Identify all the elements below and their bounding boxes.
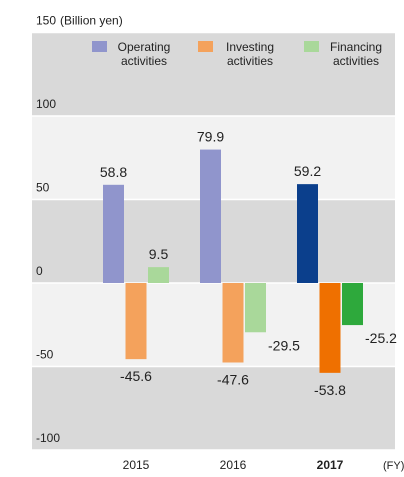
value-label: -45.6 xyxy=(120,368,152,384)
legend-label: Operating activities xyxy=(117,40,171,68)
y-tick-label: -50 xyxy=(36,348,54,362)
band xyxy=(32,283,395,367)
value-label: 9.5 xyxy=(149,246,169,262)
bar xyxy=(103,184,124,283)
legend-swatch xyxy=(92,41,107,52)
value-label: 58.8 xyxy=(100,164,127,180)
bar xyxy=(125,283,147,360)
legend-label: Investing activities xyxy=(225,40,275,68)
bar xyxy=(297,184,318,283)
bar xyxy=(319,283,341,373)
bar xyxy=(342,283,363,326)
y-tick-label: 0 xyxy=(36,264,43,278)
y-tick-label: -100 xyxy=(36,431,60,445)
legend-swatch xyxy=(198,41,213,52)
x-axis-label: (FY) xyxy=(383,460,404,472)
bar xyxy=(200,149,221,283)
bar xyxy=(222,283,244,363)
legend-swatch xyxy=(304,41,319,52)
y-axis-label: (Billion yen) xyxy=(60,14,123,28)
band xyxy=(32,366,395,450)
bar xyxy=(148,267,169,283)
x-tick-label: 2017 xyxy=(317,458,344,472)
value-label: -53.8 xyxy=(314,382,346,398)
x-tick-label: 2016 xyxy=(220,458,247,472)
y-tick-label: 100 xyxy=(36,97,56,111)
x-tick-label: 2015 xyxy=(123,458,150,472)
y-tick-label: 150 xyxy=(36,14,56,28)
bar xyxy=(245,283,266,333)
value-label: -47.6 xyxy=(217,371,249,387)
value-label: -29.5 xyxy=(268,337,300,353)
value-label: -25.2 xyxy=(365,330,397,346)
value-label: 79.9 xyxy=(197,129,224,145)
legend-label: Financing activities xyxy=(329,40,383,68)
y-tick-label: 50 xyxy=(36,181,50,195)
value-label: 59.2 xyxy=(294,163,321,179)
